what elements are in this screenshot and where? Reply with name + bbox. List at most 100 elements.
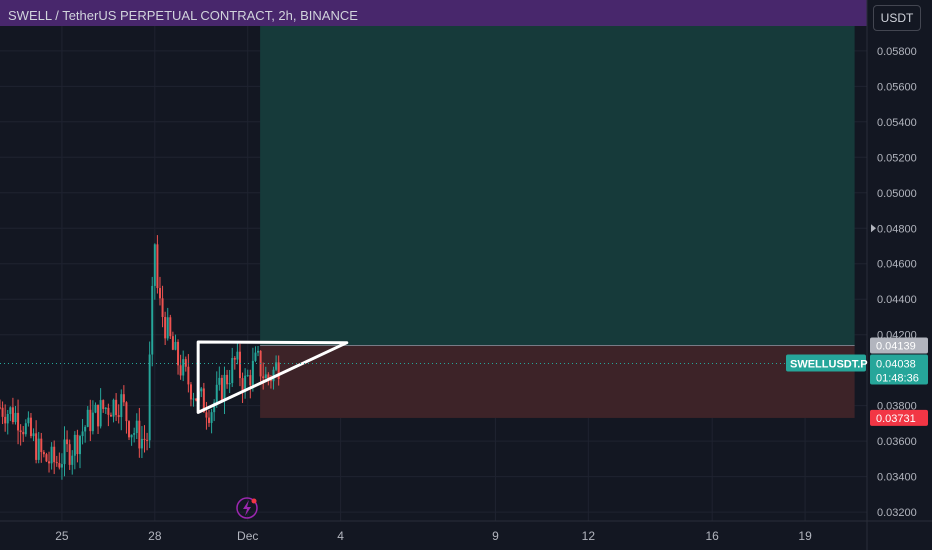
candle-body	[89, 409, 92, 432]
candle-body	[223, 374, 226, 401]
candle-body	[251, 360, 254, 386]
candle-body	[187, 366, 190, 385]
candle-body	[133, 433, 136, 435]
candle-body	[14, 412, 17, 423]
price-tick-label: 0.03400	[877, 472, 917, 484]
candle-body	[1, 407, 4, 417]
profit-zone[interactable]	[260, 26, 855, 346]
candle-body	[218, 377, 221, 385]
candle-body	[53, 446, 56, 463]
candle-body	[91, 412, 94, 432]
candle-body	[189, 384, 192, 400]
symbol-title: SWELL / TetherUS PERPETUAL CONTRACT, 2h,…	[8, 8, 358, 23]
candle-body	[97, 404, 100, 427]
candle-body	[42, 452, 45, 455]
candle-body	[40, 438, 43, 453]
candle-body	[50, 446, 53, 464]
price-tick-label: 0.04400	[877, 294, 917, 306]
candle-body	[192, 398, 195, 400]
top-highlight-bar	[0, 0, 867, 26]
candle-body	[257, 350, 260, 353]
candle-body	[35, 433, 38, 460]
candle-body	[117, 415, 120, 418]
candle-body	[231, 357, 234, 384]
candle-body	[27, 417, 30, 424]
candle-body	[236, 351, 239, 360]
stop-loss-zone[interactable]	[260, 345, 855, 418]
candle-body	[153, 244, 156, 286]
candle-body	[254, 352, 257, 361]
candle-body	[99, 400, 102, 427]
long-position-zones[interactable]	[260, 26, 855, 418]
currency-button[interactable]: USDT	[873, 5, 921, 31]
candle-body	[11, 407, 14, 423]
candle-body	[182, 359, 185, 376]
candle-body	[174, 341, 177, 350]
price-tick-label: 0.05200	[877, 152, 917, 164]
price-tick-label: 0.04600	[877, 259, 917, 271]
entry-price-tag: 0.04139	[876, 341, 916, 353]
bar-countdown: 01:48:36	[876, 372, 919, 384]
candle-body	[112, 399, 115, 417]
candle-body	[6, 413, 9, 424]
price-tick-label: 0.03600	[877, 436, 917, 448]
date-tick-label: 4	[337, 529, 344, 543]
entry-price-tag-bg	[870, 337, 928, 354]
date-tick-label: 25	[55, 529, 69, 543]
candle-body	[84, 426, 87, 432]
stop-price-tag-bg	[870, 409, 928, 426]
time-axis[interactable]: 25 28 Dec 4 9 12 16 19	[0, 520, 932, 543]
candle-body	[29, 417, 32, 437]
candle-body	[151, 285, 154, 355]
candle-body	[4, 416, 7, 424]
candle-body	[9, 407, 12, 414]
symbol-label: SWELLUSDT.P	[790, 358, 868, 370]
candle-body	[171, 336, 174, 350]
candle-body	[58, 463, 61, 468]
lightning-icon[interactable]	[236, 497, 258, 519]
candle-body	[45, 454, 48, 462]
candle-body	[63, 439, 66, 465]
candle-body	[68, 444, 71, 465]
candle-body	[177, 341, 180, 366]
candle-body	[238, 351, 241, 379]
candle-body	[220, 377, 223, 401]
candle-body	[166, 317, 169, 339]
candle-body	[120, 394, 123, 418]
symbol-label-bg	[786, 354, 866, 372]
candle-body	[205, 412, 208, 418]
date-tick-label: 12	[582, 529, 596, 543]
candle-body	[73, 434, 76, 456]
triangle-drawing[interactable]	[196, 340, 349, 414]
candle-body	[128, 421, 131, 438]
price-tags: 0.04139 0.03731 0.04038 01:48:36 SWELLUSDT.P	[786, 337, 928, 426]
candle-body	[249, 375, 252, 386]
candle-body	[104, 407, 107, 409]
last-price-tag-bg	[870, 354, 928, 385]
candle-body	[130, 434, 133, 438]
candle-body	[78, 436, 81, 455]
candle-body	[210, 412, 213, 423]
candle-body	[122, 394, 125, 403]
candle-body	[71, 455, 74, 465]
candle-body	[17, 412, 20, 431]
candle-body	[161, 298, 164, 317]
candle-body	[109, 414, 112, 417]
candle-body	[0, 407, 1, 409]
price-axis[interactable]: 0.05800 0.05600 0.05400 0.05200 0.05000 0.048…	[866, 0, 917, 550]
candle-body	[32, 433, 35, 437]
date-tick-label: 16	[705, 529, 719, 543]
candle-body	[267, 374, 270, 379]
candle-body	[148, 354, 151, 441]
candle-body	[233, 357, 236, 360]
candle-body	[37, 438, 40, 460]
candle-body	[228, 383, 231, 385]
candle-body	[22, 431, 25, 435]
price-tick-label: 0.03200	[877, 507, 917, 519]
triangle-pattern-drawing[interactable]	[196, 340, 349, 414]
candlestick-series	[0, 235, 280, 480]
candle-body	[138, 420, 141, 449]
candle-body	[156, 244, 159, 289]
candle-body	[264, 374, 267, 379]
